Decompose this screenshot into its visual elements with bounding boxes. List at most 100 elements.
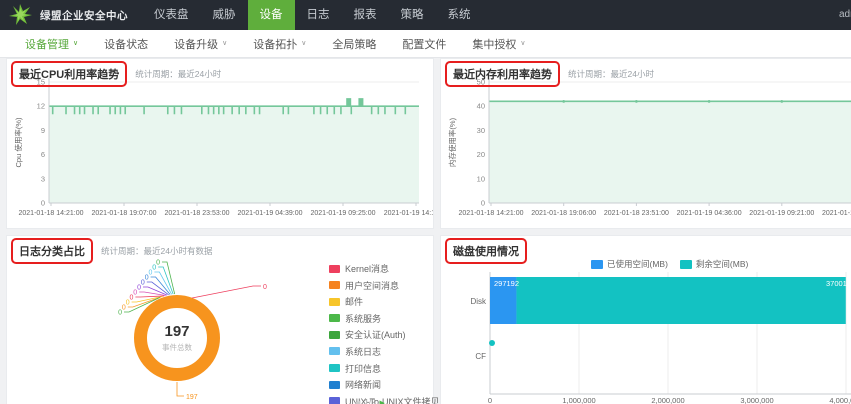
legend-item-5[interactable]: 系统日志 — [329, 345, 440, 358]
chevron-down-icon: ∨ — [222, 40, 228, 47]
legend-item-7[interactable]: 网络新闻 — [329, 378, 440, 391]
memory-trend-chart: 0 10 20 30 40 50 内存使用率(%) 2021-01-18 14:21:00 20… — [447, 78, 851, 217]
legend-swatch — [329, 297, 340, 306]
memory-panel-title: 最近内存利用率趋势 — [453, 69, 552, 81]
leader-line — [131, 296, 163, 303]
slice-value-label: 0 — [152, 265, 156, 272]
top-menu-item-2[interactable]: 设备 — [247, 0, 295, 30]
sub-nav-item-3[interactable]: 设备拓扑 ∨ — [240, 36, 319, 52]
leader-line — [158, 266, 174, 295]
legend-swatch — [329, 330, 340, 339]
nsfocus-logo-icon — [9, 4, 32, 25]
slice-value-label: 0 — [118, 310, 122, 317]
log-category-legend: Kernel消息用户空间消息 邮件系统服务安全认证(Auth) 系统日志打印信息网络… — [329, 262, 440, 404]
logs-panel-title: 日志分类占比 — [19, 246, 85, 258]
legend-item-2[interactable]: 邮件 — [329, 295, 440, 308]
event-total-label: 事件总数 — [162, 343, 192, 352]
memory-usage-panel: 最近内存利用率趋势 统计周期：最近24小时 0 10 20 30 40 50 内存使用率(%… — [440, 58, 851, 229]
dip-mark — [222, 106, 225, 115]
top-menu-item-3[interactable]: 日志 — [306, 9, 330, 21]
disk-legend-item-1[interactable]: 剩余空间(MB) — [679, 258, 749, 270]
leader-line — [124, 297, 160, 313]
y-tick-label: 50 — [477, 78, 485, 87]
chevron-down-icon: ∨ — [301, 40, 307, 47]
sub-nav-item-5[interactable]: 配置文件 — [389, 36, 459, 52]
annotation-box-cpu: 最近CPU利用率趋势 — [11, 61, 128, 87]
legend-item-4[interactable]: 安全认证(Auth) — [329, 328, 440, 341]
annotation-box-memory: 最近内存利用率趋势 — [445, 61, 560, 87]
category-label: CF — [475, 352, 486, 361]
legend-label: UNIX-To-UNIX文件拷贝 — [345, 396, 440, 404]
spike-mark — [346, 98, 352, 107]
y-tick-label: 3 — [41, 174, 45, 183]
legend-prev-icon[interactable]: ◀ — [355, 399, 361, 404]
data-point — [707, 99, 711, 103]
legend-label: 网络新闻 — [345, 380, 382, 391]
leader-line — [154, 271, 172, 295]
legend-swatch — [329, 264, 340, 273]
x-tick-label: 2021-01-19 14:11:00 — [384, 210, 433, 217]
leader-line — [127, 296, 162, 308]
y-axis-title: 内存使用率(%) — [447, 117, 457, 167]
dip-mark — [73, 106, 76, 115]
top-menu-item-1[interactable]: 威胁 — [212, 9, 236, 21]
disk-panel-title: 磁盘使用情况 — [453, 246, 519, 258]
annotation-box-logs: 日志分类占比 — [11, 238, 93, 264]
sub-nav-item-label: 设备拓扑 — [253, 38, 298, 51]
sub-nav-item-4[interactable]: 全局策略 — [319, 36, 389, 52]
legend-item-3[interactable]: 系统服务 — [329, 312, 440, 325]
x-tick-label: 2021-01-18 19:07:00 — [92, 210, 157, 217]
leader-line — [139, 291, 166, 296]
slice-value-label: 0 — [141, 280, 145, 287]
legend-item-0[interactable]: Kernel消息 — [329, 262, 440, 275]
y-tick-label: 0 — [41, 199, 45, 208]
legend-label: 系统服务 — [345, 313, 382, 324]
event-total-value: 197 — [164, 323, 190, 340]
x-tick-label: 2021-01-19 04:36:00 — [677, 210, 742, 217]
dip-mark — [201, 106, 203, 115]
top-menu-item-6[interactable]: 系统 — [447, 9, 471, 21]
legend-item-6[interactable]: 打印信息 — [329, 362, 440, 375]
legend-item-1[interactable]: 用户空间消息 — [329, 279, 440, 292]
x-tick-label: 2021-01-19 09:25:00 — [311, 210, 376, 217]
top-menu-item-5[interactable]: 策略 — [400, 9, 424, 21]
top-menu-item-0[interactable]: 仪表盘 — [154, 9, 189, 21]
legend-pager: ◀ 1/2 ▶ — [355, 398, 385, 404]
slice-value-label: 0 — [137, 285, 141, 292]
dip-mark — [350, 106, 353, 115]
bar-used-value: 297192 — [494, 279, 519, 288]
sub-nav-item-0[interactable]: 设备管理 ∨ — [12, 36, 91, 52]
sub-nav-item-2[interactable]: 设备升级 ∨ — [161, 36, 240, 52]
y-tick-label: 12 — [37, 102, 45, 111]
dip-mark — [333, 106, 336, 115]
dip-mark — [258, 106, 261, 115]
y-tick-label: 6 — [41, 150, 45, 159]
dip-mark — [394, 106, 397, 115]
legend-label: 剩余空间(MB) — [695, 259, 749, 269]
cpu-panel-title: 最近CPU利用率趋势 — [19, 69, 120, 81]
chevron-down-icon: ∨ — [520, 40, 526, 47]
dip-mark — [180, 106, 183, 115]
category-label: Disk — [470, 297, 487, 306]
top-menu-item-4[interactable]: 报表 — [353, 9, 377, 21]
donut-center: 197 事件总数 — [132, 324, 222, 353]
legend-swatch — [329, 364, 340, 373]
dip-mark — [92, 106, 94, 115]
dip-mark — [282, 106, 285, 115]
dip-mark — [287, 106, 290, 115]
x-tick-label: 2021-01-18 23:53:00 — [165, 210, 230, 217]
legend-label: 打印信息 — [345, 363, 382, 374]
legend-swatch — [329, 380, 340, 389]
user-name[interactable]: admin — [839, 9, 851, 20]
legend-label: Kernel消息 — [345, 264, 390, 274]
sub-nav-item-6[interactable]: 集中授权 ∨ — [459, 36, 538, 52]
legend-next-icon[interactable]: ▶ — [379, 399, 385, 404]
disk-legend-item-0[interactable]: 已使用空间(MB) — [591, 258, 668, 270]
legend-item-8[interactable]: UNIX-To-UNIX文件拷贝 — [329, 395, 440, 404]
brand[interactable]: 绿盟企业安全中心 — [0, 3, 128, 27]
axes: 0 10 20 30 40 50 内存使用率(%) 2021-01-18 14:21:00 20… — [447, 78, 851, 217]
donut-ring — [134, 295, 220, 381]
app-title: 绿盟企业安全中心 — [40, 9, 128, 22]
sub-nav-item-1[interactable]: 设备状态 — [91, 36, 161, 52]
